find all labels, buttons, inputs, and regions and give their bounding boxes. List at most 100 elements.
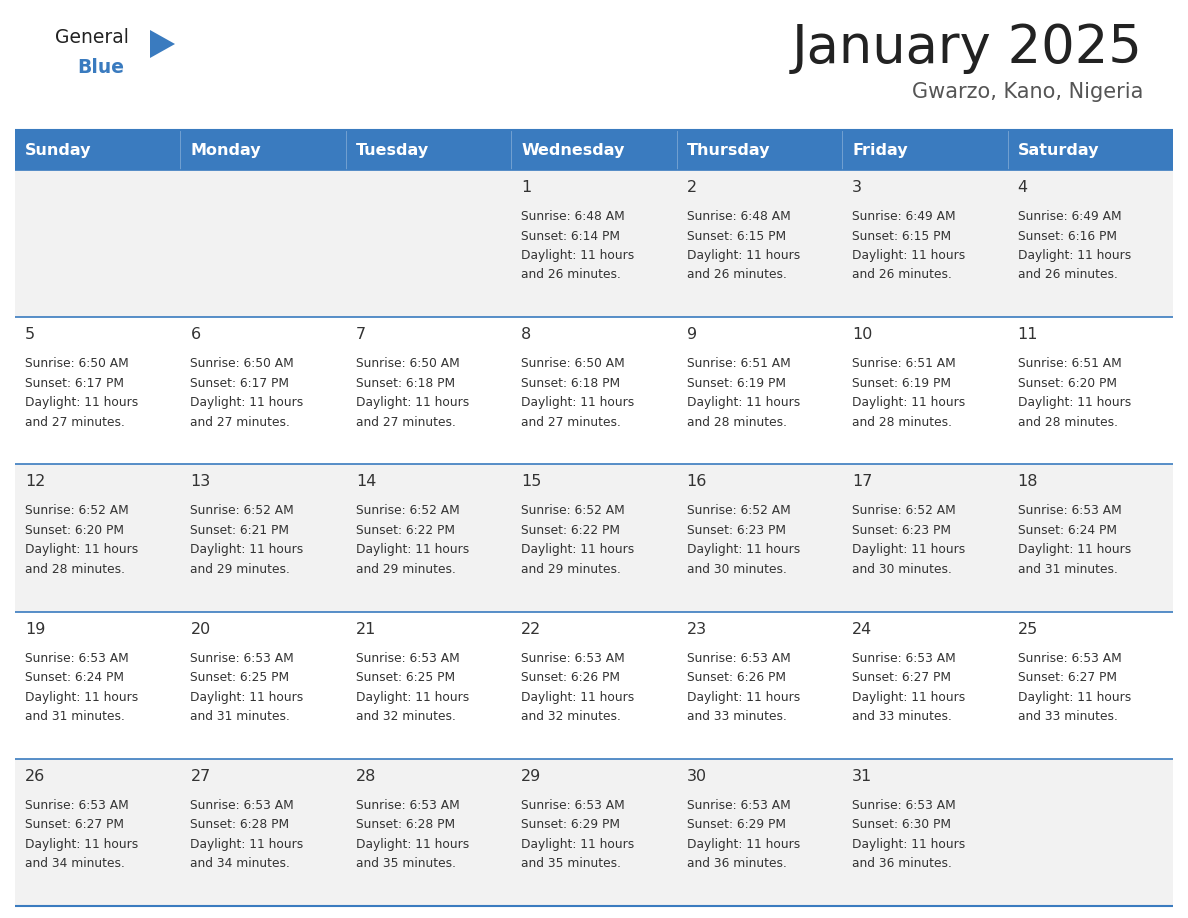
Text: Sunrise: 6:50 AM: Sunrise: 6:50 AM bbox=[25, 357, 128, 370]
Text: Sunrise: 6:53 AM: Sunrise: 6:53 AM bbox=[522, 799, 625, 812]
Text: and 27 minutes.: and 27 minutes. bbox=[190, 416, 290, 429]
Text: Saturday: Saturday bbox=[1017, 142, 1099, 158]
Text: 30: 30 bbox=[687, 768, 707, 784]
Text: Sunset: 6:24 PM: Sunset: 6:24 PM bbox=[25, 671, 124, 684]
Text: Sunrise: 6:53 AM: Sunrise: 6:53 AM bbox=[1018, 652, 1121, 665]
Text: Daylight: 11 hours: Daylight: 11 hours bbox=[522, 838, 634, 851]
Text: Sunrise: 6:53 AM: Sunrise: 6:53 AM bbox=[687, 652, 790, 665]
Text: General: General bbox=[55, 28, 128, 47]
Text: Sunrise: 6:52 AM: Sunrise: 6:52 AM bbox=[25, 504, 128, 518]
Text: Tuesday: Tuesday bbox=[355, 142, 429, 158]
Bar bbox=[15, 318, 1173, 465]
Text: 3: 3 bbox=[852, 180, 862, 195]
Text: 6: 6 bbox=[190, 327, 201, 342]
Text: 15: 15 bbox=[522, 475, 542, 489]
Text: Daylight: 11 hours: Daylight: 11 hours bbox=[687, 543, 800, 556]
Text: Sunset: 6:26 PM: Sunset: 6:26 PM bbox=[687, 671, 785, 684]
Text: Daylight: 11 hours: Daylight: 11 hours bbox=[522, 543, 634, 556]
Text: Sunrise: 6:53 AM: Sunrise: 6:53 AM bbox=[852, 652, 956, 665]
Text: Sunset: 6:28 PM: Sunset: 6:28 PM bbox=[190, 818, 290, 832]
Text: Sunset: 6:17 PM: Sunset: 6:17 PM bbox=[190, 376, 290, 390]
Text: Blue: Blue bbox=[77, 58, 124, 77]
Text: 8: 8 bbox=[522, 327, 531, 342]
Text: Sunrise: 6:52 AM: Sunrise: 6:52 AM bbox=[522, 504, 625, 518]
Text: Wednesday: Wednesday bbox=[522, 142, 625, 158]
Text: 29: 29 bbox=[522, 768, 542, 784]
Text: 18: 18 bbox=[1018, 475, 1038, 489]
Text: Sunset: 6:30 PM: Sunset: 6:30 PM bbox=[852, 818, 952, 832]
Text: Sunset: 6:25 PM: Sunset: 6:25 PM bbox=[356, 671, 455, 684]
Text: Sunset: 6:27 PM: Sunset: 6:27 PM bbox=[852, 671, 952, 684]
Text: Sunset: 6:18 PM: Sunset: 6:18 PM bbox=[522, 376, 620, 390]
Text: 24: 24 bbox=[852, 621, 872, 636]
Text: Sunset: 6:23 PM: Sunset: 6:23 PM bbox=[852, 524, 952, 537]
Text: and 28 minutes.: and 28 minutes. bbox=[25, 563, 125, 576]
Bar bbox=[511, 130, 677, 170]
Text: 2: 2 bbox=[687, 180, 697, 195]
Text: and 30 minutes.: and 30 minutes. bbox=[687, 563, 786, 576]
Text: Daylight: 11 hours: Daylight: 11 hours bbox=[25, 838, 138, 851]
Text: Sunrise: 6:52 AM: Sunrise: 6:52 AM bbox=[852, 504, 956, 518]
Text: and 27 minutes.: and 27 minutes. bbox=[522, 416, 621, 429]
Text: and 28 minutes.: and 28 minutes. bbox=[852, 416, 952, 429]
Text: Sunrise: 6:53 AM: Sunrise: 6:53 AM bbox=[25, 799, 128, 812]
Text: 4: 4 bbox=[1018, 180, 1028, 195]
Bar bbox=[15, 611, 1173, 759]
Text: and 34 minutes.: and 34 minutes. bbox=[190, 857, 290, 870]
Text: Sunset: 6:24 PM: Sunset: 6:24 PM bbox=[1018, 524, 1117, 537]
Text: Sunrise: 6:53 AM: Sunrise: 6:53 AM bbox=[356, 799, 460, 812]
Text: Sunrise: 6:49 AM: Sunrise: 6:49 AM bbox=[852, 210, 956, 223]
Text: Sunset: 6:26 PM: Sunset: 6:26 PM bbox=[522, 671, 620, 684]
Text: and 27 minutes.: and 27 minutes. bbox=[356, 416, 456, 429]
Text: 13: 13 bbox=[190, 475, 210, 489]
Bar bbox=[181, 130, 346, 170]
Text: 10: 10 bbox=[852, 327, 872, 342]
Text: Daylight: 11 hours: Daylight: 11 hours bbox=[852, 543, 966, 556]
Text: Monday: Monday bbox=[190, 142, 261, 158]
Text: Daylight: 11 hours: Daylight: 11 hours bbox=[522, 397, 634, 409]
Text: Sunset: 6:15 PM: Sunset: 6:15 PM bbox=[852, 230, 952, 242]
Text: and 26 minutes.: and 26 minutes. bbox=[1018, 268, 1118, 282]
Text: Sunset: 6:22 PM: Sunset: 6:22 PM bbox=[356, 524, 455, 537]
Text: and 30 minutes.: and 30 minutes. bbox=[852, 563, 952, 576]
Text: 25: 25 bbox=[1018, 621, 1038, 636]
Text: Sunset: 6:28 PM: Sunset: 6:28 PM bbox=[356, 818, 455, 832]
Text: and 28 minutes.: and 28 minutes. bbox=[687, 416, 786, 429]
Text: Sunrise: 6:50 AM: Sunrise: 6:50 AM bbox=[190, 357, 295, 370]
Text: and 26 minutes.: and 26 minutes. bbox=[852, 268, 952, 282]
Text: Gwarzo, Kano, Nigeria: Gwarzo, Kano, Nigeria bbox=[911, 82, 1143, 102]
Text: Daylight: 11 hours: Daylight: 11 hours bbox=[522, 249, 634, 262]
Text: and 29 minutes.: and 29 minutes. bbox=[522, 563, 621, 576]
Text: Daylight: 11 hours: Daylight: 11 hours bbox=[687, 397, 800, 409]
Polygon shape bbox=[150, 30, 175, 58]
Text: Sunrise: 6:52 AM: Sunrise: 6:52 AM bbox=[356, 504, 460, 518]
Text: Daylight: 11 hours: Daylight: 11 hours bbox=[356, 543, 469, 556]
Bar bbox=[842, 130, 1007, 170]
Text: Sunrise: 6:53 AM: Sunrise: 6:53 AM bbox=[190, 652, 295, 665]
Bar bbox=[1007, 130, 1173, 170]
Text: Sunset: 6:16 PM: Sunset: 6:16 PM bbox=[1018, 230, 1117, 242]
Text: Daylight: 11 hours: Daylight: 11 hours bbox=[190, 397, 304, 409]
Text: Daylight: 11 hours: Daylight: 11 hours bbox=[852, 397, 966, 409]
Text: Daylight: 11 hours: Daylight: 11 hours bbox=[852, 690, 966, 703]
Text: 19: 19 bbox=[25, 621, 45, 636]
Text: Sunrise: 6:49 AM: Sunrise: 6:49 AM bbox=[1018, 210, 1121, 223]
Text: Daylight: 11 hours: Daylight: 11 hours bbox=[190, 543, 304, 556]
Text: 11: 11 bbox=[1018, 327, 1038, 342]
Text: 16: 16 bbox=[687, 475, 707, 489]
Text: Sunrise: 6:53 AM: Sunrise: 6:53 AM bbox=[687, 799, 790, 812]
Text: 27: 27 bbox=[190, 768, 210, 784]
Text: and 33 minutes.: and 33 minutes. bbox=[1018, 711, 1118, 723]
Text: Sunset: 6:21 PM: Sunset: 6:21 PM bbox=[190, 524, 290, 537]
Text: and 26 minutes.: and 26 minutes. bbox=[522, 268, 621, 282]
Text: Daylight: 11 hours: Daylight: 11 hours bbox=[852, 249, 966, 262]
Text: Daylight: 11 hours: Daylight: 11 hours bbox=[25, 543, 138, 556]
Text: Daylight: 11 hours: Daylight: 11 hours bbox=[687, 838, 800, 851]
Text: Daylight: 11 hours: Daylight: 11 hours bbox=[1018, 249, 1131, 262]
Text: 28: 28 bbox=[356, 768, 377, 784]
Text: Daylight: 11 hours: Daylight: 11 hours bbox=[190, 838, 304, 851]
Text: Thursday: Thursday bbox=[687, 142, 770, 158]
Text: 21: 21 bbox=[356, 621, 377, 636]
Text: Sunset: 6:27 PM: Sunset: 6:27 PM bbox=[25, 818, 124, 832]
Text: Friday: Friday bbox=[852, 142, 908, 158]
